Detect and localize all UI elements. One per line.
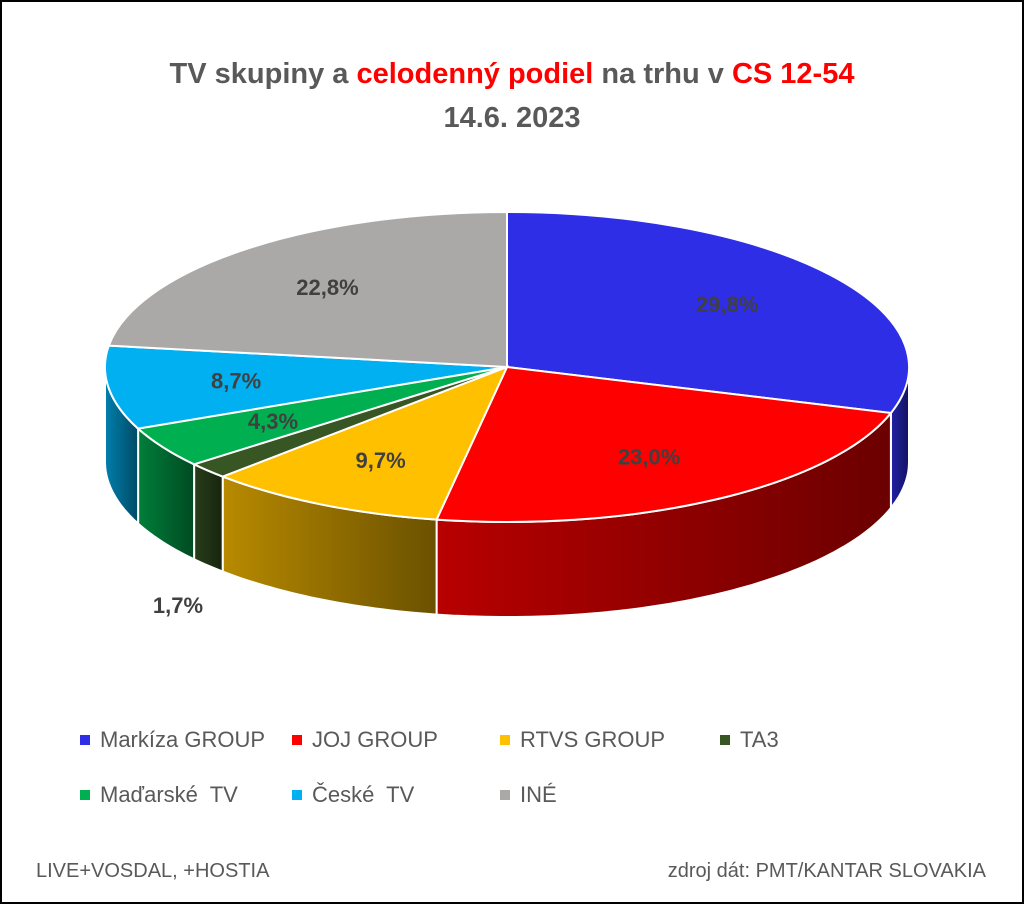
data-label: 8,7% (211, 369, 261, 394)
legend-item: RTVS GROUP (500, 727, 665, 753)
title-part-2: celodenný podiel (356, 58, 594, 90)
title-part-3: na trhu v (593, 58, 732, 90)
legend-label: Maďarské TV (100, 782, 238, 807)
legend-item: Markíza GROUP (80, 727, 265, 753)
title-part-1: TV skupiny a (169, 58, 357, 90)
legend-label: JOJ GROUP (312, 727, 438, 752)
data-label: 4,3% (248, 409, 298, 434)
legend-label: TA3 (740, 727, 779, 752)
pie-slice (506, 210, 910, 415)
legend-swatch (80, 735, 90, 745)
title-line-1: TV skupiny a celodenný podiel na trhu v … (2, 52, 1022, 96)
legend-label: Markíza GROUP (100, 727, 266, 752)
data-label: 22,8% (296, 275, 358, 300)
chart-title: TV skupiny a celodenný podiel na trhu v … (2, 52, 1022, 140)
legend-swatch (500, 790, 510, 800)
data-label: 9,7% (356, 448, 406, 473)
legend-label: INÉ (520, 782, 557, 807)
legend-item: České TV (292, 782, 414, 808)
pie-slice (107, 210, 508, 369)
pie-slice (104, 344, 508, 430)
legend-item: INÉ (500, 782, 557, 808)
footer-source: zdroj dát: PMT/KANTAR SLOVAKIA (667, 860, 986, 882)
pie-slice (435, 365, 893, 523)
legend-swatch (720, 735, 730, 745)
data-label: 1,7% (153, 593, 203, 618)
legend-swatch (500, 735, 510, 745)
legend-item: JOJ GROUP (292, 727, 438, 753)
footer-note: LIVE+VOSDAL, +HOSTIA (36, 860, 270, 882)
pie-slice (219, 365, 509, 521)
legend-swatch (292, 735, 302, 745)
legend-label: RTVS GROUP (520, 727, 666, 752)
legend-item: Maďarské TV (80, 782, 238, 808)
legend-swatch (292, 790, 302, 800)
slice-side-ta3 (193, 462, 224, 574)
title-line-2: 14.6. 2023 (443, 102, 581, 134)
title-part-4: CS 12-54 (731, 58, 855, 90)
legend-swatch (80, 790, 90, 800)
data-label: 23,0% (618, 445, 680, 470)
data-label: 29,8% (696, 292, 758, 317)
legend-item: TA3 (720, 727, 779, 753)
legend-label: České TV (312, 782, 415, 807)
